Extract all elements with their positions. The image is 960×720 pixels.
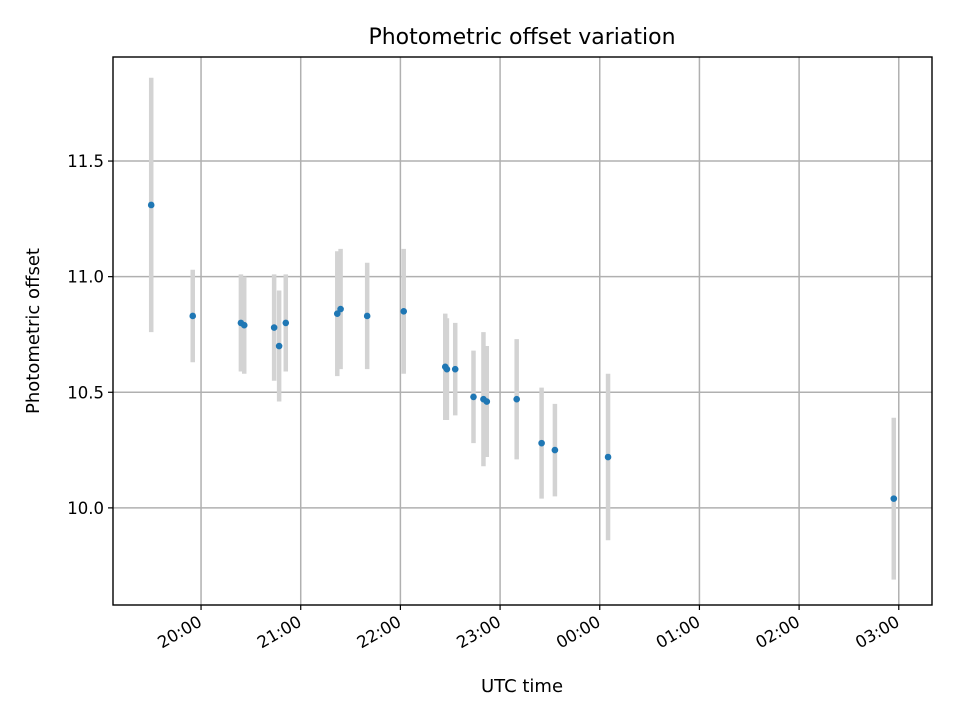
data-point <box>270 324 278 331</box>
y-axis-ticks: 10.0 10.5 11.0 11.5 <box>67 152 113 518</box>
data-point <box>337 305 344 313</box>
y-tick-label: 11.5 <box>67 152 104 171</box>
plot-frame <box>112 56 933 606</box>
grid <box>113 57 932 605</box>
data-point <box>538 439 545 447</box>
data-point <box>363 312 371 320</box>
data-point <box>400 308 408 315</box>
data-point <box>240 321 248 329</box>
data-point <box>189 312 197 320</box>
y-tick-label: 10.5 <box>67 383 104 402</box>
data-point <box>470 393 477 401</box>
chart-title: Photometric offset variation <box>368 25 675 50</box>
data-point <box>333 310 341 317</box>
data-point <box>890 495 898 502</box>
data-point <box>513 395 520 403</box>
data-point <box>551 446 559 454</box>
data-point <box>282 319 290 327</box>
y-axis-label: Photometric offset <box>23 248 44 414</box>
data-point <box>483 398 491 405</box>
data-point <box>275 342 283 350</box>
data-point <box>443 365 451 373</box>
data-points <box>147 201 898 502</box>
y-tick-label: 11.0 <box>67 268 104 287</box>
data-point <box>451 365 459 373</box>
data-point <box>147 201 155 209</box>
data-point <box>604 453 612 461</box>
x-axis-label: UTC time <box>481 676 563 697</box>
y-tick-label: 10.0 <box>67 499 104 518</box>
